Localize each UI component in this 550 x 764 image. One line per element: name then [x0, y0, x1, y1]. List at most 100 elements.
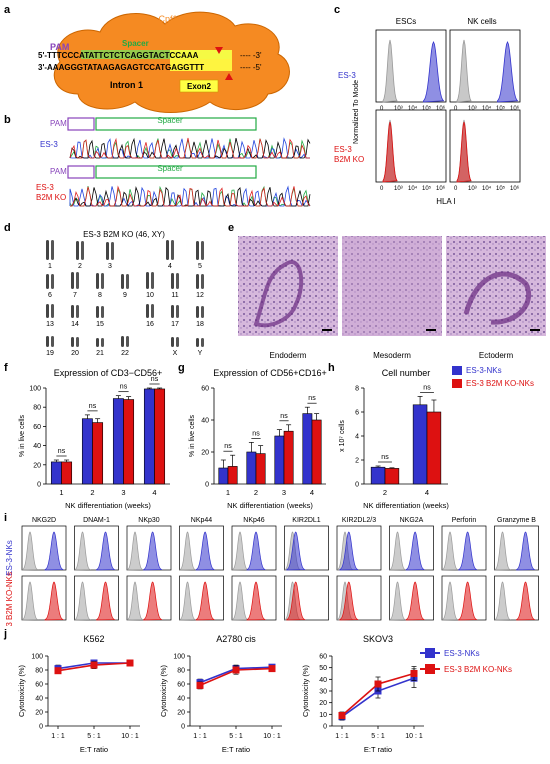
y-axis-label: % in live cells — [19, 414, 26, 457]
chromosome-label: 2 — [78, 263, 82, 270]
intron-label: Intron 1 — [110, 80, 143, 90]
mesoderm-image — [342, 236, 442, 336]
y-tick-label: 20 — [35, 710, 43, 717]
y-tick-label: 60 — [201, 386, 209, 393]
significance-label: ns — [120, 384, 128, 391]
chart-j-a2780cis: A2780 cis 0 20 40 60 80 100 Cytotoxicity (%) 1 :… — [159, 634, 282, 754]
chromosome-label: 10 — [146, 292, 154, 299]
y-tick-label: 10 — [319, 712, 327, 719]
bar-es-3-nks — [246, 451, 257, 485]
y-tick-label: 2 — [355, 458, 359, 465]
i-histogram-peak — [179, 581, 196, 621]
y-tick-label: 8 — [355, 386, 359, 393]
data-point — [232, 666, 240, 674]
y-tick-label: 80 — [35, 668, 43, 675]
legend-h: ES-3-NKs ES-3 B2M KO-NKs — [452, 366, 534, 388]
data-point — [126, 659, 134, 667]
chromosome — [146, 304, 149, 318]
x-axis-label: NK differentiation (weeks) — [363, 501, 449, 510]
bar-es-3-nks — [370, 466, 386, 485]
significance-label: ns — [58, 448, 66, 455]
data-point — [196, 681, 204, 689]
chromosome — [76, 305, 79, 318]
i-histogram-peak — [22, 531, 39, 571]
chromosome-label: X — [173, 350, 178, 356]
significance-label: ns — [151, 376, 159, 383]
panel-letter-a: a — [4, 4, 11, 16]
legend-item-ko: ES-3 B2M KO-NKs — [452, 379, 534, 388]
y-tick-label: 40 — [33, 443, 41, 450]
bar-es-3-b2m-ko-nks — [154, 388, 166, 485]
significance-label: ns — [381, 454, 389, 461]
histogram-peak — [382, 121, 398, 183]
x-tick-label: 1 : 1 — [335, 733, 349, 740]
chart-j-k562: K562 0 20 40 60 80 100 Cytotoxicity (%) 1 : 1 5 :… — [17, 634, 140, 754]
chromosome-label: 13 — [46, 321, 54, 328]
chromosome — [76, 241, 79, 260]
cut-arrow-top — [215, 47, 223, 54]
y-axis-label: Cytotoxicity (%) — [17, 664, 26, 717]
bar-es-3-b2m-ko-nks — [61, 461, 73, 485]
i-histogram-peak — [232, 531, 249, 571]
chromosome — [96, 338, 99, 347]
c-tick: 10⁵ — [496, 185, 506, 192]
chromosome — [171, 240, 174, 260]
y-axis-label: Cytotoxicity (%) — [301, 664, 310, 717]
data-point — [410, 670, 418, 677]
pam-label: PAM — [50, 42, 69, 52]
bar-es-3-b2m-ko-nks — [426, 411, 442, 485]
bar-es-3-nks — [50, 461, 62, 485]
strand-top-end: ---- -3' — [240, 51, 262, 60]
i-histogram-peak — [195, 531, 216, 571]
x-tick-label: 3 — [121, 488, 125, 497]
bar-es-3-b2m-ko-nks — [227, 466, 238, 485]
c-tick: 10⁵ — [422, 185, 432, 192]
chromosome — [196, 241, 199, 260]
chromosome-label: 16 — [146, 321, 154, 328]
chromosome — [196, 274, 199, 289]
i-histogram-peak — [286, 531, 306, 571]
chromosome-label: 18 — [196, 321, 204, 328]
b-pam-1: PAM — [50, 119, 67, 128]
legend-item-es3: ES-3-NKs — [452, 366, 534, 375]
significance-label: ns — [224, 443, 232, 450]
x-tick-label: 5 : 1 — [371, 733, 385, 740]
b-row-ko-2: B2M KO — [36, 193, 66, 202]
chromosome — [46, 240, 49, 260]
x-axis-label: E:T ratio — [80, 745, 108, 754]
y-tick-label: 6 — [355, 410, 359, 417]
panel-letter-d: d — [4, 222, 11, 234]
x-tick-label: 2 — [254, 488, 258, 497]
histogram-peak — [423, 40, 445, 103]
c-tick: 10⁵ — [496, 105, 506, 112]
y-tick-label: 100 — [29, 386, 41, 393]
c-row-es3: ES-3 — [338, 71, 356, 80]
chromosome — [101, 338, 104, 347]
endoderm-image — [238, 236, 338, 336]
i-histogram-peak — [232, 581, 249, 621]
x-tick-label: 10 : 1 — [405, 733, 423, 740]
y-tick-label: 20 — [177, 710, 185, 717]
chromosome — [51, 304, 54, 318]
data-point — [338, 712, 346, 719]
y-tick-label: 20 — [201, 450, 209, 457]
data-point — [90, 661, 98, 669]
bar-es-3-nks — [112, 398, 124, 485]
chromosome — [51, 336, 54, 347]
i-histogram-peak — [442, 531, 459, 571]
i-histogram-peak — [286, 581, 306, 621]
e-label-ectoderm: Ectoderm — [478, 351, 514, 360]
c-tick: 10⁶ — [436, 185, 446, 192]
chart-title: A2780 cis — [216, 634, 256, 644]
chart-title: SKOV3 — [363, 634, 393, 644]
significance-label: ns — [252, 430, 260, 437]
significance-label: ns — [89, 403, 97, 410]
i-row-ko: ES-3 B2M KO-NKs — [5, 572, 14, 626]
chromosome — [201, 338, 204, 347]
chromosome — [46, 274, 49, 289]
i-histogram-peak — [389, 531, 406, 571]
i-histogram-peak — [389, 581, 406, 621]
chromosome — [146, 272, 149, 289]
data-point — [268, 665, 276, 673]
c-tick: 10⁴ — [482, 185, 492, 192]
